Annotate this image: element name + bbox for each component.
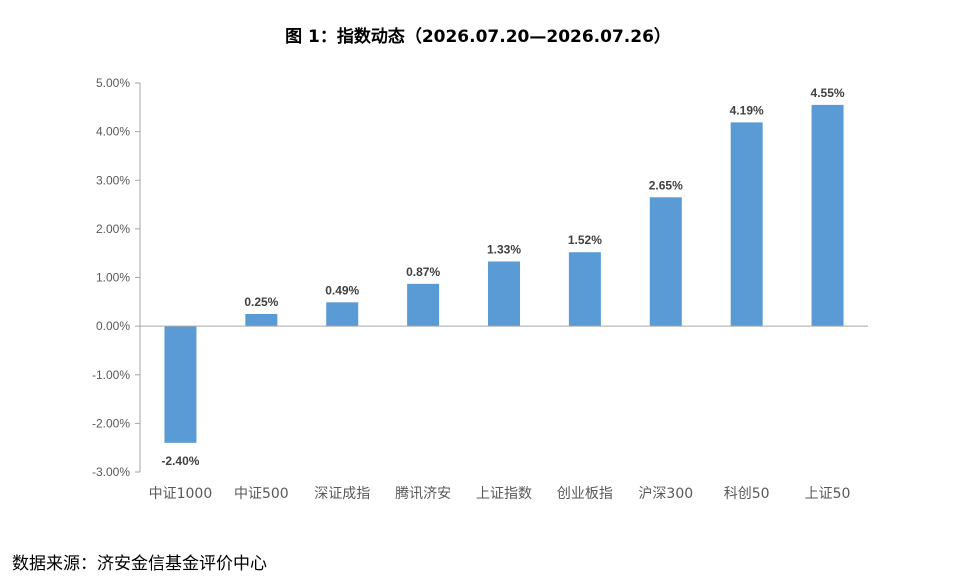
data-source-note: 数据来源：济安金信基金评价中心 [12,554,267,574]
data-label: 0.25% [244,295,278,309]
bar [811,104,844,327]
bar [649,197,682,327]
y-tick-label: 1.00% [96,271,130,285]
y-axis: 5.00% 4.00% 3.00% 2.00% 1.00% 0.00% -1.00% -2.0… [92,76,141,479]
x-tick-label: 中证1000 [149,486,213,502]
bar [730,122,763,327]
x-tick-label: 科创50 [724,486,770,502]
x-tick-label: 创业板指 [557,486,613,502]
y-tick-label: 2.00% [96,222,130,236]
bar [164,326,197,443]
y-tick-label: -2.00% [92,416,130,430]
data-label: 4.19% [730,103,764,117]
data-label: 0.87% [406,265,440,279]
data-label: 1.33% [487,242,521,256]
y-tick-label: 5.00% [96,76,130,90]
bar [326,302,359,327]
y-tick-label: 0.00% [96,319,130,333]
data-label: 2.65% [649,178,683,192]
x-axis: 中证1000 中证500 深证成指 腾讯济安 上证指数 创业板指 沪深300 科创50 上证50 [140,325,868,502]
bars [164,104,844,443]
data-label: 1.52% [568,233,602,247]
x-tick-label: 中证500 [234,486,289,502]
data-labels: -2.40% 0.25% 0.49% 0.87% 1.33% 1.52% 2.65% 4.19… [161,86,844,468]
chart-title: 图 1：指数动态（2026.07.20—2026.07.26） [285,27,671,47]
bar [407,283,440,327]
x-tick-label: 沪深300 [638,486,693,502]
x-tick-label: 上证50 [805,486,851,502]
y-tick-label: 3.00% [96,173,130,187]
x-tick-label: 上证指数 [476,486,532,502]
y-tick-label: -3.00% [92,465,130,479]
data-label: 0.49% [325,283,359,297]
bar [568,252,601,327]
bar [245,313,278,327]
y-tick-label: -1.00% [92,368,130,382]
x-tick-label: 深证成指 [314,486,370,502]
data-label: 4.55% [811,86,845,100]
data-label: -2.40% [161,454,199,468]
bar [488,261,520,327]
x-tick-label: 腾讯济安 [395,485,451,502]
y-tick-label: 4.00% [96,125,130,139]
